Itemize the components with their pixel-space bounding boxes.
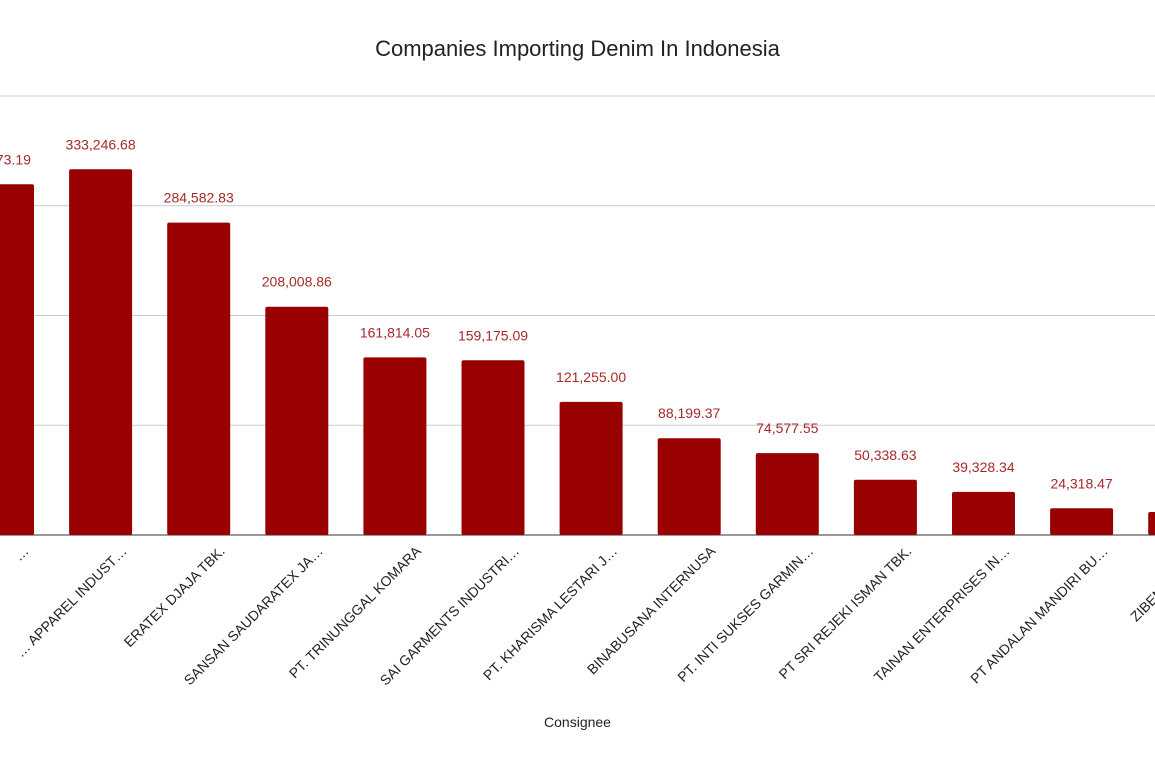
data-label: 39,328.34 (952, 459, 1014, 475)
data-label: 50,338.63 (854, 447, 916, 463)
data-label: 208,008.86 (262, 274, 332, 290)
x-axis-title: Consignee (544, 714, 611, 730)
x-tick-label: ZIBEN INDONE (1127, 543, 1155, 625)
x-tick-label: … (10, 543, 31, 564)
bar (265, 306, 329, 535)
data-label: 24,318.47 (1050, 475, 1112, 491)
bar (952, 491, 1015, 535)
bar (167, 222, 231, 535)
bar (461, 360, 525, 535)
bar (0, 184, 34, 535)
data-label: 284,582.83 (164, 190, 234, 206)
x-tick-label: … APPAREL INDUST… (12, 543, 129, 660)
data-label: 121,255.00 (556, 369, 626, 385)
data-label: 161,814.05 (360, 324, 430, 340)
data-label: 333,246.68 (66, 136, 136, 152)
data-label: 74,577.55 (756, 420, 818, 436)
x-tick-label: ERATEX DJAJA TBK. (121, 543, 228, 650)
bar (559, 401, 623, 535)
bar (1050, 508, 1114, 535)
bar (1148, 511, 1155, 535)
bar (657, 438, 721, 535)
bar (755, 453, 819, 535)
data-label: 159,175.09 (458, 327, 528, 343)
data-label: …573.19 (0, 151, 31, 167)
chart-title: Companies Importing Denim In Indonesia (375, 36, 780, 61)
data-label: 88,199.37 (658, 405, 720, 421)
bar (853, 479, 917, 535)
bar (69, 169, 133, 535)
bar (363, 357, 427, 535)
